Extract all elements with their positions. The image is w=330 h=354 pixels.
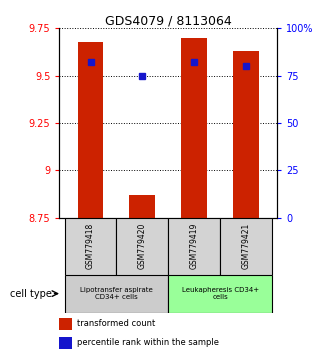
Bar (168, 218, 220, 275)
Text: GSM779420: GSM779420 (138, 223, 147, 269)
Bar (59, 337, 73, 349)
Bar (181, 38, 207, 218)
Text: percentile rank within the sample: percentile rank within the sample (77, 338, 219, 347)
Bar (65, 218, 116, 275)
Bar (65, 275, 168, 313)
Text: GSM779418: GSM779418 (86, 223, 95, 269)
Bar (59, 318, 73, 330)
Title: GDS4079 / 8113064: GDS4079 / 8113064 (105, 14, 232, 27)
Bar (78, 41, 104, 218)
Bar (168, 275, 272, 313)
Bar (129, 195, 155, 218)
Text: Leukapheresis CD34+
cells: Leukapheresis CD34+ cells (182, 287, 259, 300)
Bar (233, 51, 259, 218)
Bar (116, 218, 168, 275)
Text: GSM779419: GSM779419 (190, 223, 199, 269)
Bar (220, 218, 272, 275)
Text: cell type: cell type (10, 289, 51, 299)
Text: GSM779421: GSM779421 (242, 223, 250, 269)
Text: Lipotransfer aspirate
CD34+ cells: Lipotransfer aspirate CD34+ cells (80, 287, 153, 300)
Text: transformed count: transformed count (77, 319, 155, 329)
